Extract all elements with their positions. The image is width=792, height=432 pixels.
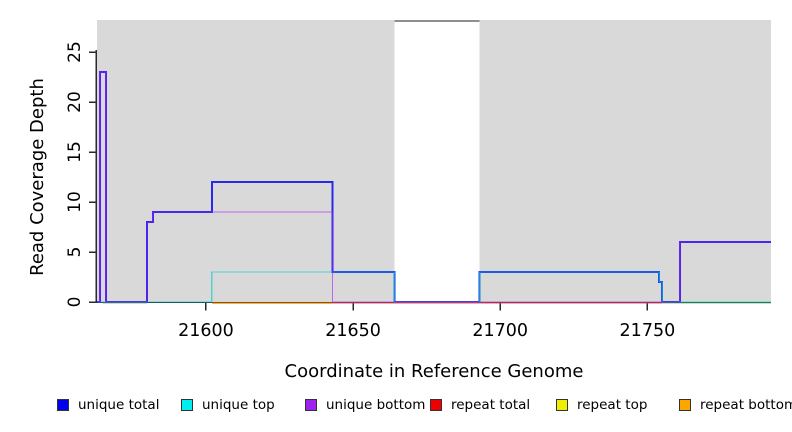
legend-item-unique-total: unique total	[57, 398, 159, 412]
series-unique-bottom	[97, 71, 771, 303]
no-data-gap	[394, 20, 480, 302]
y-tick-label: 25	[65, 41, 85, 63]
legend-item-repeat-top: repeat top	[556, 398, 647, 412]
legend-label: unique total	[78, 397, 160, 413]
legend-label: repeat total	[451, 397, 531, 413]
legend-item-repeat-total: repeat total	[430, 398, 530, 412]
x-tick-label: 21700	[472, 321, 528, 341]
x-tick-label: 21650	[325, 321, 381, 341]
y-axis-title: Read Coverage Depth	[27, 78, 48, 276]
y-tick-label: 0	[65, 297, 85, 308]
legend-marker-repeat-top	[556, 399, 568, 411]
x-tick-label: 21750	[620, 321, 676, 341]
legend-marker-repeat-total	[430, 399, 442, 411]
legend-marker-unique-total	[57, 399, 69, 411]
series-unique-top	[97, 271, 771, 303]
x-tick-label: 21600	[178, 321, 234, 341]
y-tick-label: 10	[65, 191, 85, 213]
y-tick-label: 5	[65, 247, 85, 258]
y-tick-label: 15	[65, 141, 85, 163]
legend-item-repeat-bottom: repeat bottom	[679, 398, 792, 412]
legend-marker-unique-bottom	[305, 399, 317, 411]
y-tick-label: 20	[65, 91, 85, 113]
legend-marker-repeat-bottom	[679, 399, 691, 411]
x-axis-title: Coordinate in Reference Genome	[284, 361, 584, 382]
legend-marker-unique-top	[181, 399, 193, 411]
legend-label: repeat top	[577, 397, 648, 413]
legend-label: unique bottom	[326, 397, 426, 413]
legend-item-unique-top: unique top	[181, 398, 275, 412]
legend-label: repeat bottom	[700, 397, 792, 413]
legend-item-unique-bottom: unique bottom	[305, 398, 425, 412]
legend-label: unique top	[202, 397, 275, 413]
